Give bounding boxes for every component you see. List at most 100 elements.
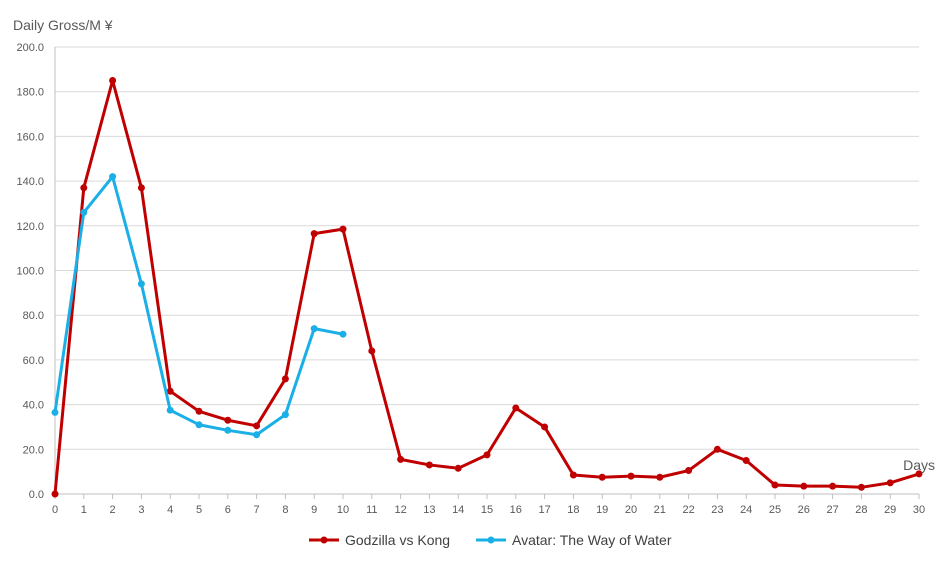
x-tick-label: 14 (452, 504, 464, 516)
x-tick-label: 19 (596, 504, 608, 516)
legend-item: Avatar: The Way of Water (476, 532, 672, 548)
data-point (454, 464, 462, 472)
x-tick-label: 29 (884, 504, 896, 516)
legend-item: Godzilla vs Kong (309, 532, 450, 548)
x-axis-label: Days (903, 457, 935, 473)
x-tick-label: 11 (366, 504, 377, 516)
y-tick-label: 0.0 (29, 489, 44, 501)
data-point (253, 431, 261, 439)
data-point (339, 225, 347, 233)
y-tick-label: 60.0 (23, 355, 44, 367)
x-tick-label: 22 (682, 504, 694, 516)
y-axis-label: Daily Gross/M ¥ (13, 17, 113, 33)
x-tick-label: 21 (654, 504, 666, 516)
x-tick-label: 13 (423, 504, 435, 516)
y-tick-label: 120.0 (16, 221, 44, 233)
y-tick-label: 20.0 (23, 444, 44, 456)
legend-label: Godzilla vs Kong (345, 532, 450, 548)
x-tick-label: 3 (138, 504, 144, 516)
data-point (713, 445, 721, 453)
data-point (397, 455, 405, 463)
data-point (310, 325, 318, 333)
data-point (512, 404, 520, 412)
data-point (137, 184, 145, 192)
x-tick-label: 10 (337, 504, 349, 516)
data-point (368, 347, 376, 355)
data-point (224, 416, 232, 424)
data-point (857, 483, 865, 491)
x-tick-label: 17 (538, 504, 550, 516)
data-point (656, 473, 664, 481)
data-point (166, 387, 174, 395)
legend-marker (320, 536, 328, 544)
series-godzilla-vs-kong (51, 77, 923, 498)
data-point (137, 280, 145, 288)
y-tick-label: 180.0 (16, 87, 44, 99)
y-tick-label: 40.0 (23, 400, 44, 412)
y-tick-label: 80.0 (23, 310, 44, 322)
data-point (51, 490, 59, 498)
y-tick-label: 100.0 (16, 266, 44, 278)
data-point (109, 173, 117, 181)
series-avatar-the-way-of-water (51, 173, 347, 439)
data-point (339, 330, 347, 338)
data-point (771, 481, 779, 489)
x-tick-label: 28 (855, 504, 867, 516)
y-tick-label: 200.0 (16, 42, 44, 54)
data-point (281, 411, 289, 419)
x-tick-label: 9 (311, 504, 317, 516)
data-point (310, 230, 318, 238)
legend-label: Avatar: The Way of Water (512, 532, 672, 548)
legend: Godzilla vs Kong Avatar: The Way of Water (309, 532, 672, 548)
data-point (627, 472, 635, 480)
data-point (685, 467, 693, 475)
x-tick-label: 23 (711, 504, 723, 516)
x-tick-label: 25 (769, 504, 781, 516)
data-point (80, 184, 88, 192)
series-group (51, 77, 923, 498)
x-tick-label: 2 (110, 504, 116, 516)
x-tick-label: 15 (481, 504, 493, 516)
data-point (483, 451, 491, 459)
x-tick-label: 26 (798, 504, 810, 516)
data-point (253, 422, 261, 430)
legend-marker (487, 536, 495, 544)
x-tick-label: 27 (826, 504, 838, 516)
x-tick-label: 4 (167, 504, 173, 516)
data-point (166, 406, 174, 414)
x-tick-label: 30 (913, 504, 925, 516)
x-tick-label: 12 (394, 504, 406, 516)
x-tick-label: 7 (254, 504, 260, 516)
data-point (886, 479, 894, 487)
data-point (109, 77, 117, 85)
x-tick-label: 0 (52, 504, 58, 516)
x-tick-label: 16 (510, 504, 522, 516)
data-point (829, 482, 837, 490)
data-point (281, 375, 289, 383)
x-tick-label: 24 (740, 504, 752, 516)
y-tick-label: 140.0 (16, 176, 44, 188)
x-tick-label: 5 (196, 504, 202, 516)
x-tick-label: 20 (625, 504, 637, 516)
data-point (80, 208, 88, 216)
data-point (800, 482, 808, 490)
data-point (742, 456, 750, 464)
axes (54, 47, 920, 499)
y-tick-labels: 0.0 20.0 40.0 60.0 80.0 100.0 120.0 140.0 160.0 1… (16, 42, 44, 501)
data-point (224, 426, 232, 434)
x-tick-labels: 0 1 2 3 4 5 6 7 8 9 10 11 12 13 14 15 16 17 18 19 20 21 22 23 24… (52, 504, 925, 516)
y-tick-label: 160.0 (16, 131, 44, 143)
data-point (195, 421, 203, 429)
gridlines (55, 46, 919, 450)
data-point (51, 408, 59, 416)
series-line (53, 79, 921, 496)
data-point (569, 471, 577, 479)
x-tick-label: 1 (81, 504, 87, 516)
x-tick-label: 18 (567, 504, 579, 516)
data-point (915, 470, 923, 478)
data-point (195, 407, 203, 415)
data-point (425, 461, 433, 469)
x-tick-label: 8 (282, 504, 288, 516)
